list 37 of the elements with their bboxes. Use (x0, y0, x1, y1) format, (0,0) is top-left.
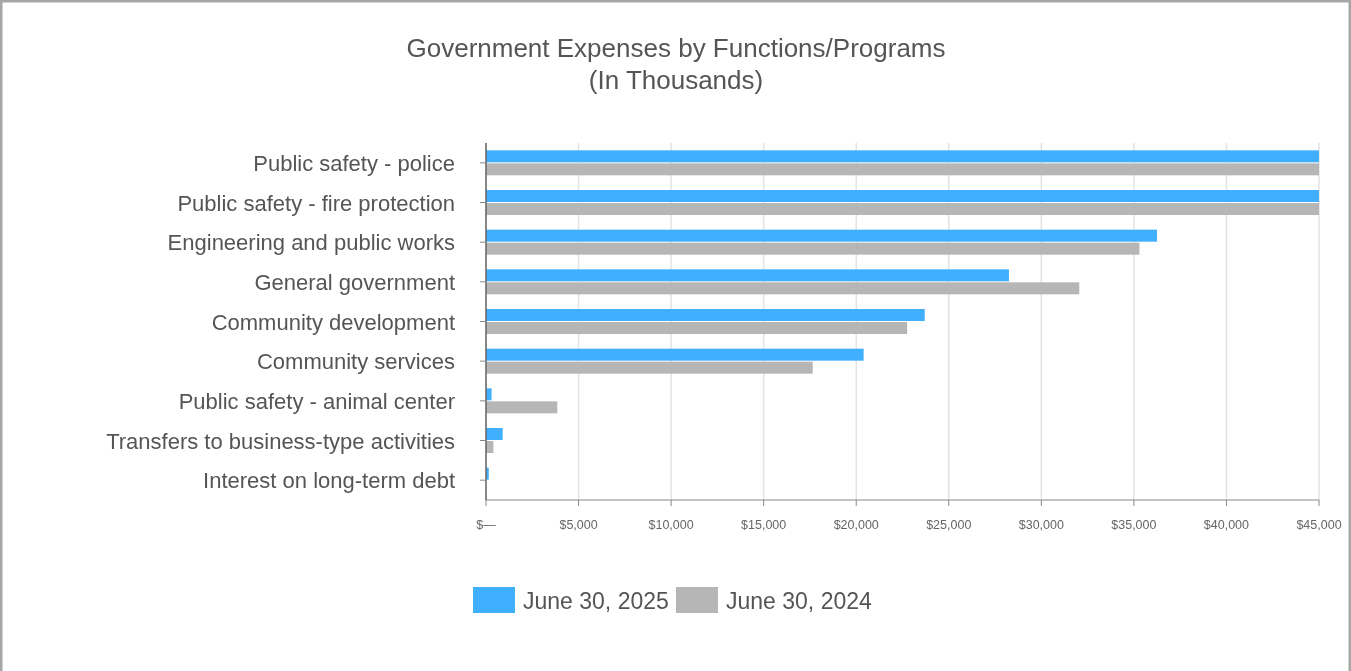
bar (486, 163, 1319, 176)
chart-title: Government Expenses by Functions/Programs (In Thousands) (406, 33, 946, 95)
y-tick-label: Public safety - police (253, 150, 455, 176)
x-tick-label: $10,000 (648, 518, 694, 532)
x-tick-label: $15,000 (741, 518, 787, 532)
y-tick-label: Engineering and public works (167, 230, 455, 256)
bar (486, 242, 1140, 255)
y-tick-label: Public safety - animal center (178, 388, 455, 414)
y-tick-label: Community services (256, 349, 455, 375)
bar (486, 428, 503, 440)
bar (486, 401, 558, 414)
bar (486, 203, 1319, 215)
x-tick-label: $30,000 (1018, 518, 1064, 532)
x-tick-label: $35,000 (1111, 518, 1157, 532)
bar (486, 388, 492, 401)
y-tick-label: Interest on long-term debt (203, 468, 455, 494)
x-tick-label: $— (476, 518, 497, 532)
x-tick-label: $20,000 (833, 518, 879, 532)
y-tick-label: Community development (211, 309, 455, 335)
bar (486, 150, 1319, 163)
y-tick-label: Public safety - fire protection (177, 190, 455, 216)
x-tick-label: $25,000 (926, 518, 972, 532)
bar (486, 269, 1009, 282)
bar (486, 190, 1319, 202)
x-tick-label: $40,000 (1203, 518, 1250, 532)
bar (486, 229, 1158, 242)
bar (486, 361, 813, 374)
bar (486, 282, 1080, 295)
y-tick-label: General government (254, 269, 455, 295)
x-tick-label: $45,000 (1296, 518, 1342, 532)
bar (486, 309, 925, 321)
bar (486, 322, 908, 334)
legend-label: June 30, 2025 (523, 588, 669, 614)
legend-label: June 30, 2024 (726, 588, 872, 614)
x-tick-label: $5,000 (559, 518, 598, 532)
y-tick-label: Transfers to business-type activities (106, 428, 455, 454)
bar (486, 348, 864, 361)
